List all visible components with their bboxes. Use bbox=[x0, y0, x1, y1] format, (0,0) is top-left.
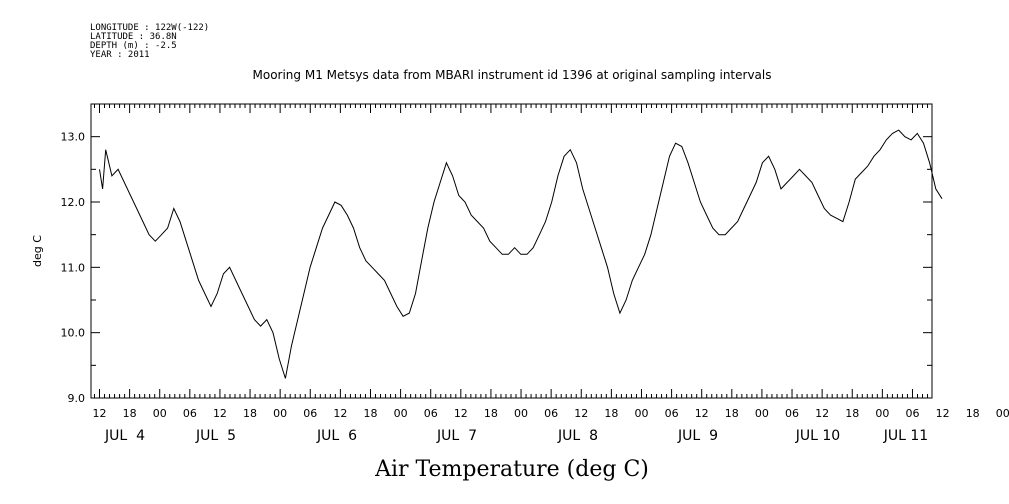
y-tick-label: 9.0 bbox=[68, 392, 86, 405]
x-tick-label: 06 bbox=[303, 407, 317, 420]
x-tick-label: 06 bbox=[424, 407, 438, 420]
x-day-label: JUL 5 bbox=[195, 428, 236, 444]
x-tick-label: 12 bbox=[936, 407, 950, 420]
x-tick-label: 06 bbox=[785, 407, 799, 420]
x-day-label: JUL 8 bbox=[557, 428, 598, 444]
x-tick-label: 12 bbox=[333, 407, 347, 420]
series-line-air-temperature bbox=[99, 129, 943, 379]
x-tick-label: 00 bbox=[153, 407, 167, 420]
x-tick-label: 12 bbox=[454, 407, 468, 420]
x-tick-label: 06 bbox=[905, 407, 919, 420]
x-day-label: JUL 10 bbox=[795, 428, 840, 444]
x-tick-label: 06 bbox=[544, 407, 558, 420]
x-day-label: JUL 7 bbox=[436, 428, 477, 444]
x-tick-label: 00 bbox=[875, 407, 889, 420]
x-tick-label: 18 bbox=[123, 407, 137, 420]
y-tick-label: 12.0 bbox=[61, 196, 86, 209]
metadata-line: YEAR : 2011 bbox=[90, 50, 150, 60]
x-axis-label: Air Temperature (deg C) bbox=[374, 457, 649, 482]
x-tick-label: 00 bbox=[273, 407, 287, 420]
x-tick-label: 18 bbox=[243, 407, 257, 420]
x-tick-label: 00 bbox=[634, 407, 648, 420]
y-axis-label: deg C bbox=[31, 235, 44, 267]
x-day-label: JUL 11 bbox=[883, 428, 928, 444]
x-tick-label: 12 bbox=[213, 407, 227, 420]
x-tick-label: 06 bbox=[665, 407, 679, 420]
x-day-label: JUL 6 bbox=[316, 428, 357, 444]
x-tick-label: 00 bbox=[514, 407, 528, 420]
x-tick-label: 00 bbox=[996, 407, 1009, 420]
x-tick-label: 18 bbox=[484, 407, 498, 420]
chart-title: Mooring M1 Metsys data from MBARI instru… bbox=[253, 68, 772, 82]
x-tick-label: 00 bbox=[394, 407, 408, 420]
x-tick-label: 18 bbox=[966, 407, 980, 420]
y-axis: 9.0 10.0 11.0 12.0 13.0 bbox=[61, 103, 932, 405]
x-tick-label: 12 bbox=[815, 407, 829, 420]
x-tick-label: 18 bbox=[845, 407, 859, 420]
x-tick-label: 18 bbox=[725, 407, 739, 420]
x-axis: 12 18 00 06 12 18 00 06 12 18 00 06 12 18 00 06 12 18 00 06… bbox=[93, 104, 1009, 444]
metadata-line: LATITUDE : 36.8N bbox=[90, 32, 177, 42]
x-tick-label: 12 bbox=[574, 407, 588, 420]
y-tick-label: 11.0 bbox=[61, 261, 86, 274]
x-tick-label: 12 bbox=[695, 407, 709, 420]
metadata-block: LONGITUDE : 122W(-122)LATITUDE : 36.8NDE… bbox=[90, 23, 209, 60]
x-tick-label: 18 bbox=[363, 407, 377, 420]
metadata-line: LONGITUDE : 122W(-122) bbox=[90, 23, 209, 33]
x-tick-label: 06 bbox=[183, 407, 197, 420]
y-tick-label: 13.0 bbox=[61, 131, 86, 144]
x-day-label: JUL 9 bbox=[677, 428, 718, 444]
x-day-label: JUL 4 bbox=[104, 428, 145, 444]
x-tick-label: 00 bbox=[755, 407, 769, 420]
y-tick-label: 10.0 bbox=[61, 327, 86, 340]
x-tick-label: 12 bbox=[93, 407, 107, 420]
metadata-line: DEPTH (m) : -2.5 bbox=[90, 41, 177, 51]
x-tick-label: 18 bbox=[604, 407, 618, 420]
